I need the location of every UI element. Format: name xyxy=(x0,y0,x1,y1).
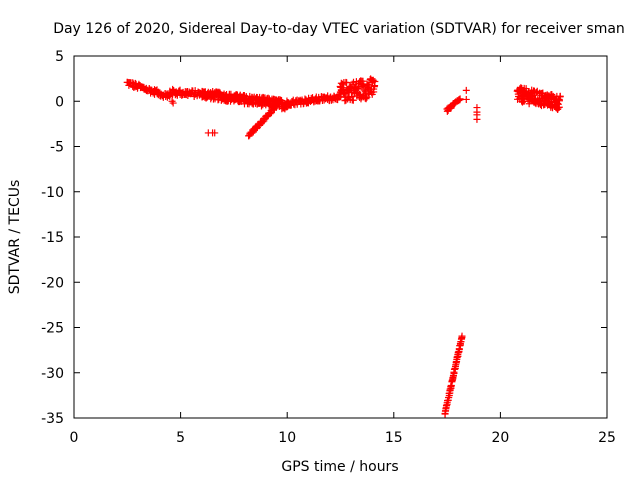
data-point xyxy=(462,86,470,94)
y-tick-label: 0 xyxy=(55,94,64,110)
y-axis: 5 0 -5 -10 -15 -20 -25 -30 -35 xyxy=(41,49,607,427)
y-tick-label: -15 xyxy=(41,230,64,246)
data-point xyxy=(272,103,280,111)
chart-title: Day 126 of 2020, Sidereal Day-to-day VTE… xyxy=(53,21,625,37)
data-point xyxy=(339,80,347,88)
x-tick-label: 0 xyxy=(70,430,79,446)
y-tick-label: 5 xyxy=(55,49,64,65)
data-point xyxy=(456,96,464,104)
y-tick-label: -10 xyxy=(41,185,64,201)
data-point xyxy=(462,95,470,103)
data-point xyxy=(370,88,378,96)
data-point xyxy=(169,99,177,107)
data-point xyxy=(369,76,377,84)
x-tick-label: 20 xyxy=(491,430,509,446)
data-point xyxy=(363,93,371,101)
data-point xyxy=(556,92,564,100)
plot-points xyxy=(123,75,564,418)
x-tick-label: 25 xyxy=(598,430,616,446)
x-axis: 0 5 10 15 20 25 xyxy=(70,56,616,446)
data-point xyxy=(349,96,357,104)
data-point xyxy=(447,381,455,389)
x-tick-label: 15 xyxy=(385,430,403,446)
data-point xyxy=(211,129,219,137)
x-axis-label: GPS time / hours xyxy=(281,459,398,475)
x-tick-label: 10 xyxy=(278,430,296,446)
y-tick-label: -30 xyxy=(41,366,64,382)
data-point xyxy=(555,103,563,111)
data-point xyxy=(343,79,351,87)
data-point xyxy=(355,84,363,92)
plot-frame xyxy=(73,55,608,419)
data-point xyxy=(473,115,481,123)
y-tick-label: -20 xyxy=(41,275,64,291)
data-point xyxy=(454,349,462,357)
data-point xyxy=(370,83,378,91)
y-axis-label: SDTVAR / TECUs xyxy=(7,180,23,295)
x-tick-label: 5 xyxy=(176,430,185,446)
y-tick-label: -5 xyxy=(50,140,64,156)
data-point xyxy=(458,332,466,340)
y-tick-label: -35 xyxy=(41,411,64,427)
y-tick-label: -25 xyxy=(41,321,64,337)
